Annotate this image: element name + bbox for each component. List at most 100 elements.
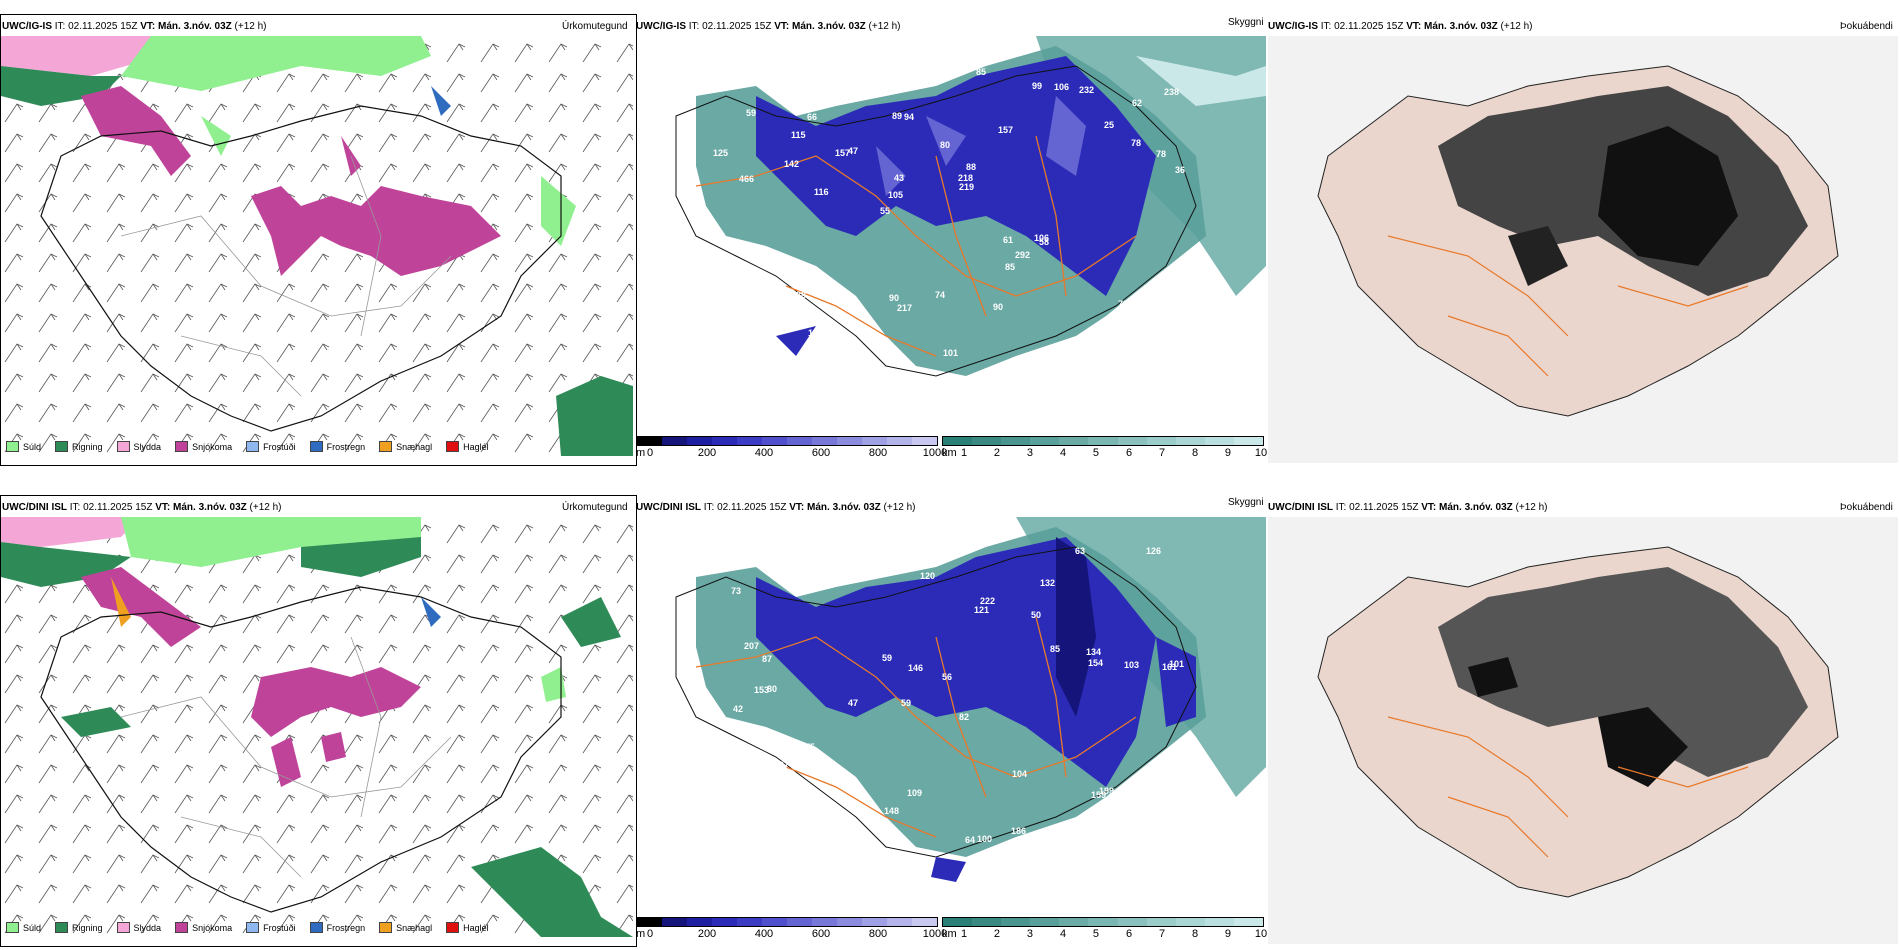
visibility-value-label: 89 [892,111,903,121]
visibility-value-label: 148 [720,319,736,329]
visibility-value-label: 138 [810,271,826,281]
vis-km-ticks: 1 2 3 4 5 6 7 8 9 10 [961,447,1267,461]
precip-legend-bottom: Súld Rigning Slydda Snjókoma Frostúði Fr… [6,922,503,933]
colorbar-tick-label: 4 [1059,928,1067,940]
visibility-value-label: 85 [1050,644,1061,654]
it-value: 02.11.2025 15Z [1334,21,1404,32]
colorbar-tick-label: 600 [811,928,831,940]
legend-swatch [116,922,130,933]
vis-title-bottom: Skyggni [1228,497,1264,508]
legend-swatch [446,922,460,933]
visibility-value-label: 90 [889,293,900,303]
legend-swatch [175,441,189,452]
visibility-value-label: 109 [907,788,923,798]
colorbar-segment [887,437,912,445]
legend-item: Rigning [55,441,103,452]
colorbar-tick-label: 4 [1059,447,1067,459]
legend-swatch [246,441,260,452]
colorbar-tick-label: 5 [1092,928,1100,940]
colorbar-segment [1146,918,1176,926]
colorbar-tick-label: 3 [1026,447,1034,459]
visibility-value-label: 207 [744,641,760,651]
colorbar-tick-label: 400 [754,447,774,459]
colorbar-tick-label: 600 [811,447,831,459]
visibility-value-label: 80 [767,684,778,694]
colorbar-tick-label: 1 [960,928,968,940]
colorbar-tick-label: 6 [1125,447,1133,459]
vis-km-unit: km [942,928,957,940]
legend-label: Rigning [72,922,103,933]
vis-m-colorbar-bottom [636,917,938,927]
vis-km-colorbar-bottom [942,917,1264,927]
visibility-value-label: 101 [1169,659,1185,669]
visibility-value-label: 218 [958,173,974,183]
visibility-value-label: 199 [741,279,757,289]
visibility-value-label: 106 [1054,82,1070,92]
vt-label: VT: [1406,21,1422,32]
vt-label: VT: [1421,502,1437,513]
fog-title-bottom: Þokuábendi [1840,502,1893,513]
precip-title-bottom: Úrkomutegund [562,502,628,513]
visibility-value-label: 42 [733,704,744,714]
lead-time: (+12 h) [1515,502,1548,513]
vt-value: Mán. 3.nóv. 03Z [807,502,881,513]
vt-label: VT: [140,21,156,32]
visibility-value-label: 142 [784,159,800,169]
visibility-value-label: 212 [762,352,778,362]
visibility-value-label: 110 [751,807,766,817]
legend-item: Súld [6,922,41,933]
legend-swatch [379,441,393,452]
colorbar-tick-label: 5 [1092,447,1100,459]
visibility-value-label: 43 [894,173,905,183]
visibility-value-label: 115 [791,130,806,140]
visibility-value-label: 121 [974,605,990,615]
legend-label: Frostúði [263,441,296,452]
visibility-value-label: 199 [1099,786,1115,796]
colorbar-tick-label: 0 [646,447,654,459]
visibility-value-label: 79 [1118,299,1129,309]
legend-swatch [55,441,69,452]
visibility-value-label: 90 [760,341,771,351]
it-label: IT: [703,502,715,513]
visibility-value-label: 157 [835,148,851,158]
vt-value: Mán. 3.nóv. 03Z [173,502,247,513]
lead-time: (+12 h) [249,502,282,513]
visibility-value-label: 101 [943,348,959,358]
visibility-value-label: 186 [1011,826,1027,836]
legend-label: Haglél [463,441,489,452]
visibility-value-label: 85 [1005,262,1016,272]
vt-value: Mán. 3.nóv. 03Z [1439,502,1513,513]
visibility-value-label: 87 [762,654,773,664]
visibility-value-label: 63 [1075,546,1086,556]
visibility-value-label: 239 [739,763,755,773]
vt-value: Mán. 3.nóv. 03Z [792,21,866,32]
vis-label-layer-top: 128 466 62 55 157 200 89 80 64 47 148 121 94 88 58 59 10… [636,36,1266,431]
precip-legend-top: Súld Rigning Slydda Snjókoma Frostúði Fr… [6,441,503,452]
legend-label: Snjókoma [192,441,233,452]
vis-m-ticks: 0 200 400 600 800 1000 [646,447,947,461]
legend-item: Haglél [446,441,489,452]
colorbar-tick-label: 7 [1158,447,1166,459]
visibility-value-label: 154 [1088,658,1104,668]
vis-km-unit: km [942,447,957,459]
visibility-value-label: 64 [965,835,976,845]
visibility-value-label: 104 [1012,769,1028,779]
it-label: IT: [54,21,66,32]
colorbar-segment [1059,918,1089,926]
visibility-value-label: 100 [977,834,993,844]
colorbar-tick-label: 0 [646,928,654,940]
colorbar-segment [1001,918,1031,926]
legend-swatch [55,922,69,933]
legend-item: Súld [6,441,41,452]
colorbar-segment [912,918,937,926]
legend-label: Frostúði [263,922,296,933]
legend-label: Snæhagl [396,441,433,452]
visibility-value-label: 105 [915,57,931,67]
visibility-value-label: 59 [746,108,757,118]
visibility-value-label: 86 [847,554,858,564]
legend-label: Frostregn [326,441,366,452]
visibility-value-label: 116 [814,187,829,197]
visibility-value-label: 106 [1034,233,1050,243]
colorbar-segment [862,918,887,926]
colorbar-tick-label: 1000 [922,928,948,940]
